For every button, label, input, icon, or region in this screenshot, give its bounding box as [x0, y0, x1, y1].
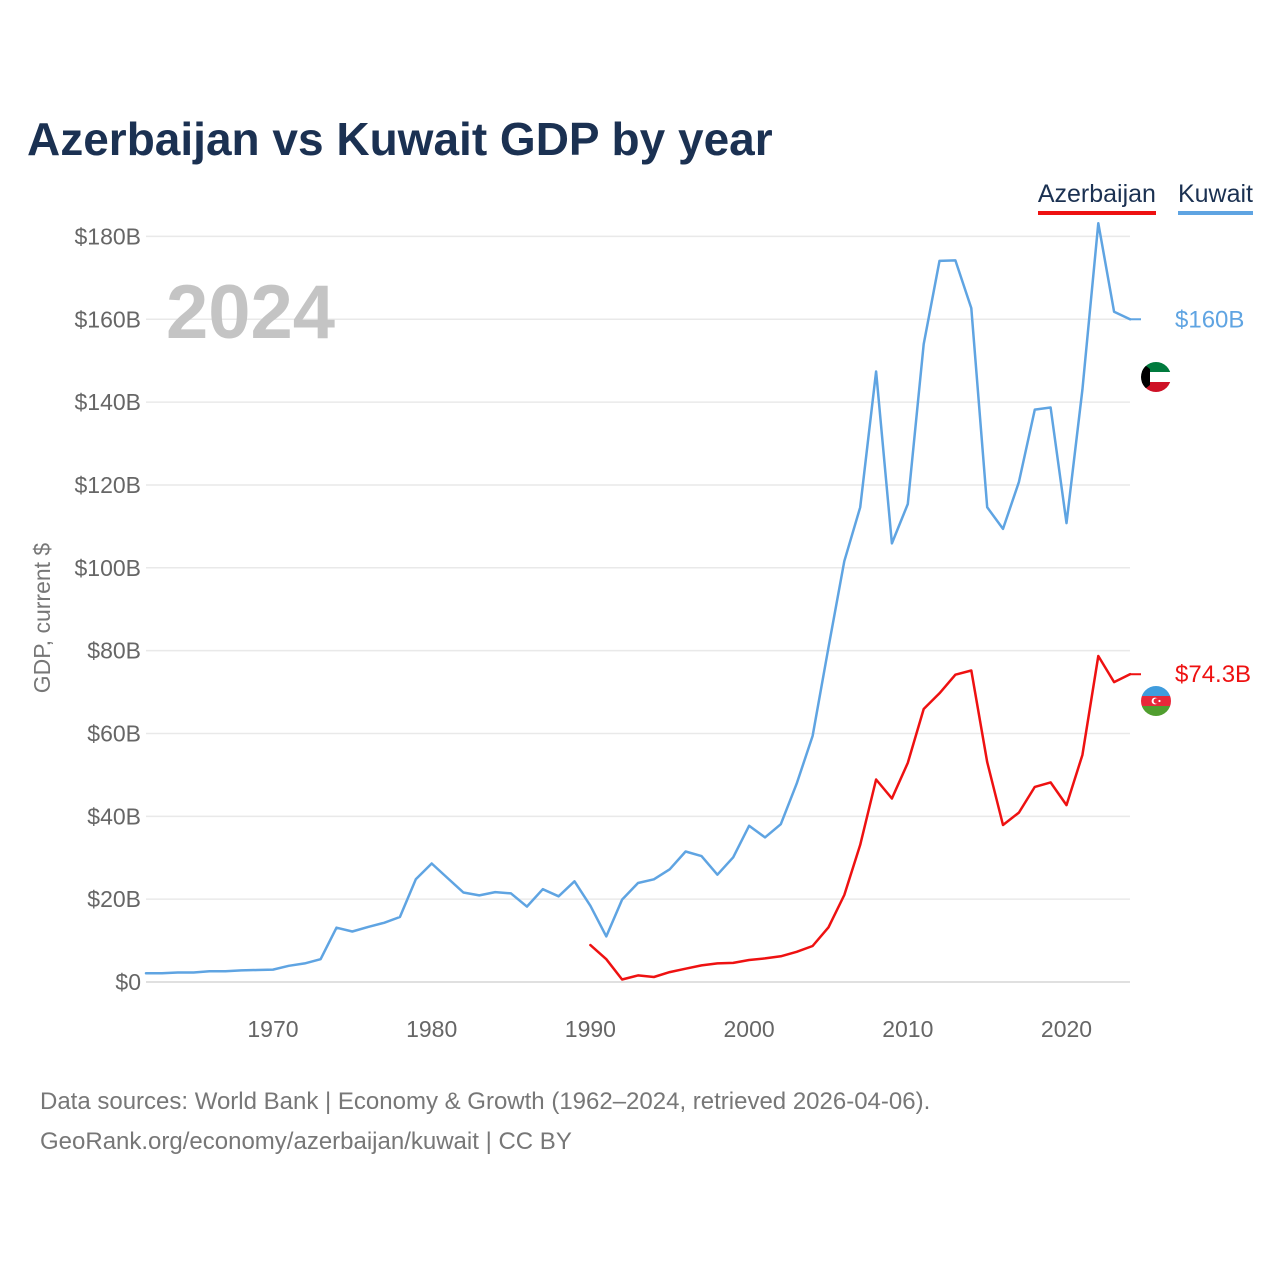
y-tick-label: $80B	[87, 638, 141, 664]
x-tick-label: 1970	[247, 1016, 298, 1042]
legend: Azerbaijan Kuwait	[1037, 180, 1253, 215]
grid-lines	[146, 235, 1130, 983]
y-tick-label: $160B	[74, 306, 141, 332]
chart-title: Azerbaijan vs Kuwait GDP by year	[27, 113, 773, 165]
y-tick-label: $180B	[74, 223, 141, 249]
footer-sources: Data sources: World Bank | Economy & Gro…	[40, 1088, 931, 1115]
legend-item-kuwait[interactable]: Kuwait	[1177, 180, 1253, 215]
legend-item-azerbaijan[interactable]: Azerbaijan	[1037, 180, 1156, 215]
x-axis-ticks: 1970 1980 1990 2000 2010 2020	[247, 1016, 1092, 1042]
end-value-label-kuwait: $160B	[1175, 306, 1244, 333]
y-tick-label: $120B	[74, 472, 141, 498]
y-tick-label: $60B	[87, 720, 141, 746]
y-tick-label: $140B	[74, 389, 141, 415]
x-tick-label: 2000	[724, 1016, 775, 1042]
x-tick-label: 2010	[882, 1016, 933, 1042]
kuwait-flag-icon	[1141, 362, 1171, 392]
line-chart: $0$20B$40B$60B$80B$100B$120B$140B$160B$1…	[29, 221, 1251, 1042]
y-axis-label: GDP, current $	[29, 543, 55, 694]
y-axis-ticks: $0 $20B $40B $60B $80B $100B $120B $140B $160B $1…	[74, 223, 141, 995]
series-line-azerbaijan[interactable]	[589, 654, 1132, 981]
y-tick-label: $20B	[87, 886, 141, 912]
series-line-kuwait[interactable]	[144, 221, 1132, 975]
y-tick-label: $100B	[74, 555, 141, 581]
footer-url[interactable]: GeoRank.org/economy/azerbaijan/kuwait | …	[40, 1128, 572, 1155]
y-tick-label: $40B	[87, 803, 141, 829]
year-label: 2024	[166, 270, 335, 355]
footer: Data sources: World Bank | Economy & Gro…	[40, 1082, 930, 1162]
x-tick-label: 1990	[565, 1016, 616, 1042]
series-lines	[144, 221, 1141, 981]
end-value-labels: $160B $74.3B	[1175, 306, 1251, 688]
y-tick-label: $0	[115, 969, 141, 995]
x-tick-label: 1980	[406, 1016, 457, 1042]
azerbaijan-flag-icon	[1141, 686, 1171, 716]
end-value-label-azerbaijan: $74.3B	[1175, 661, 1251, 688]
x-tick-label: 2020	[1041, 1016, 1092, 1042]
